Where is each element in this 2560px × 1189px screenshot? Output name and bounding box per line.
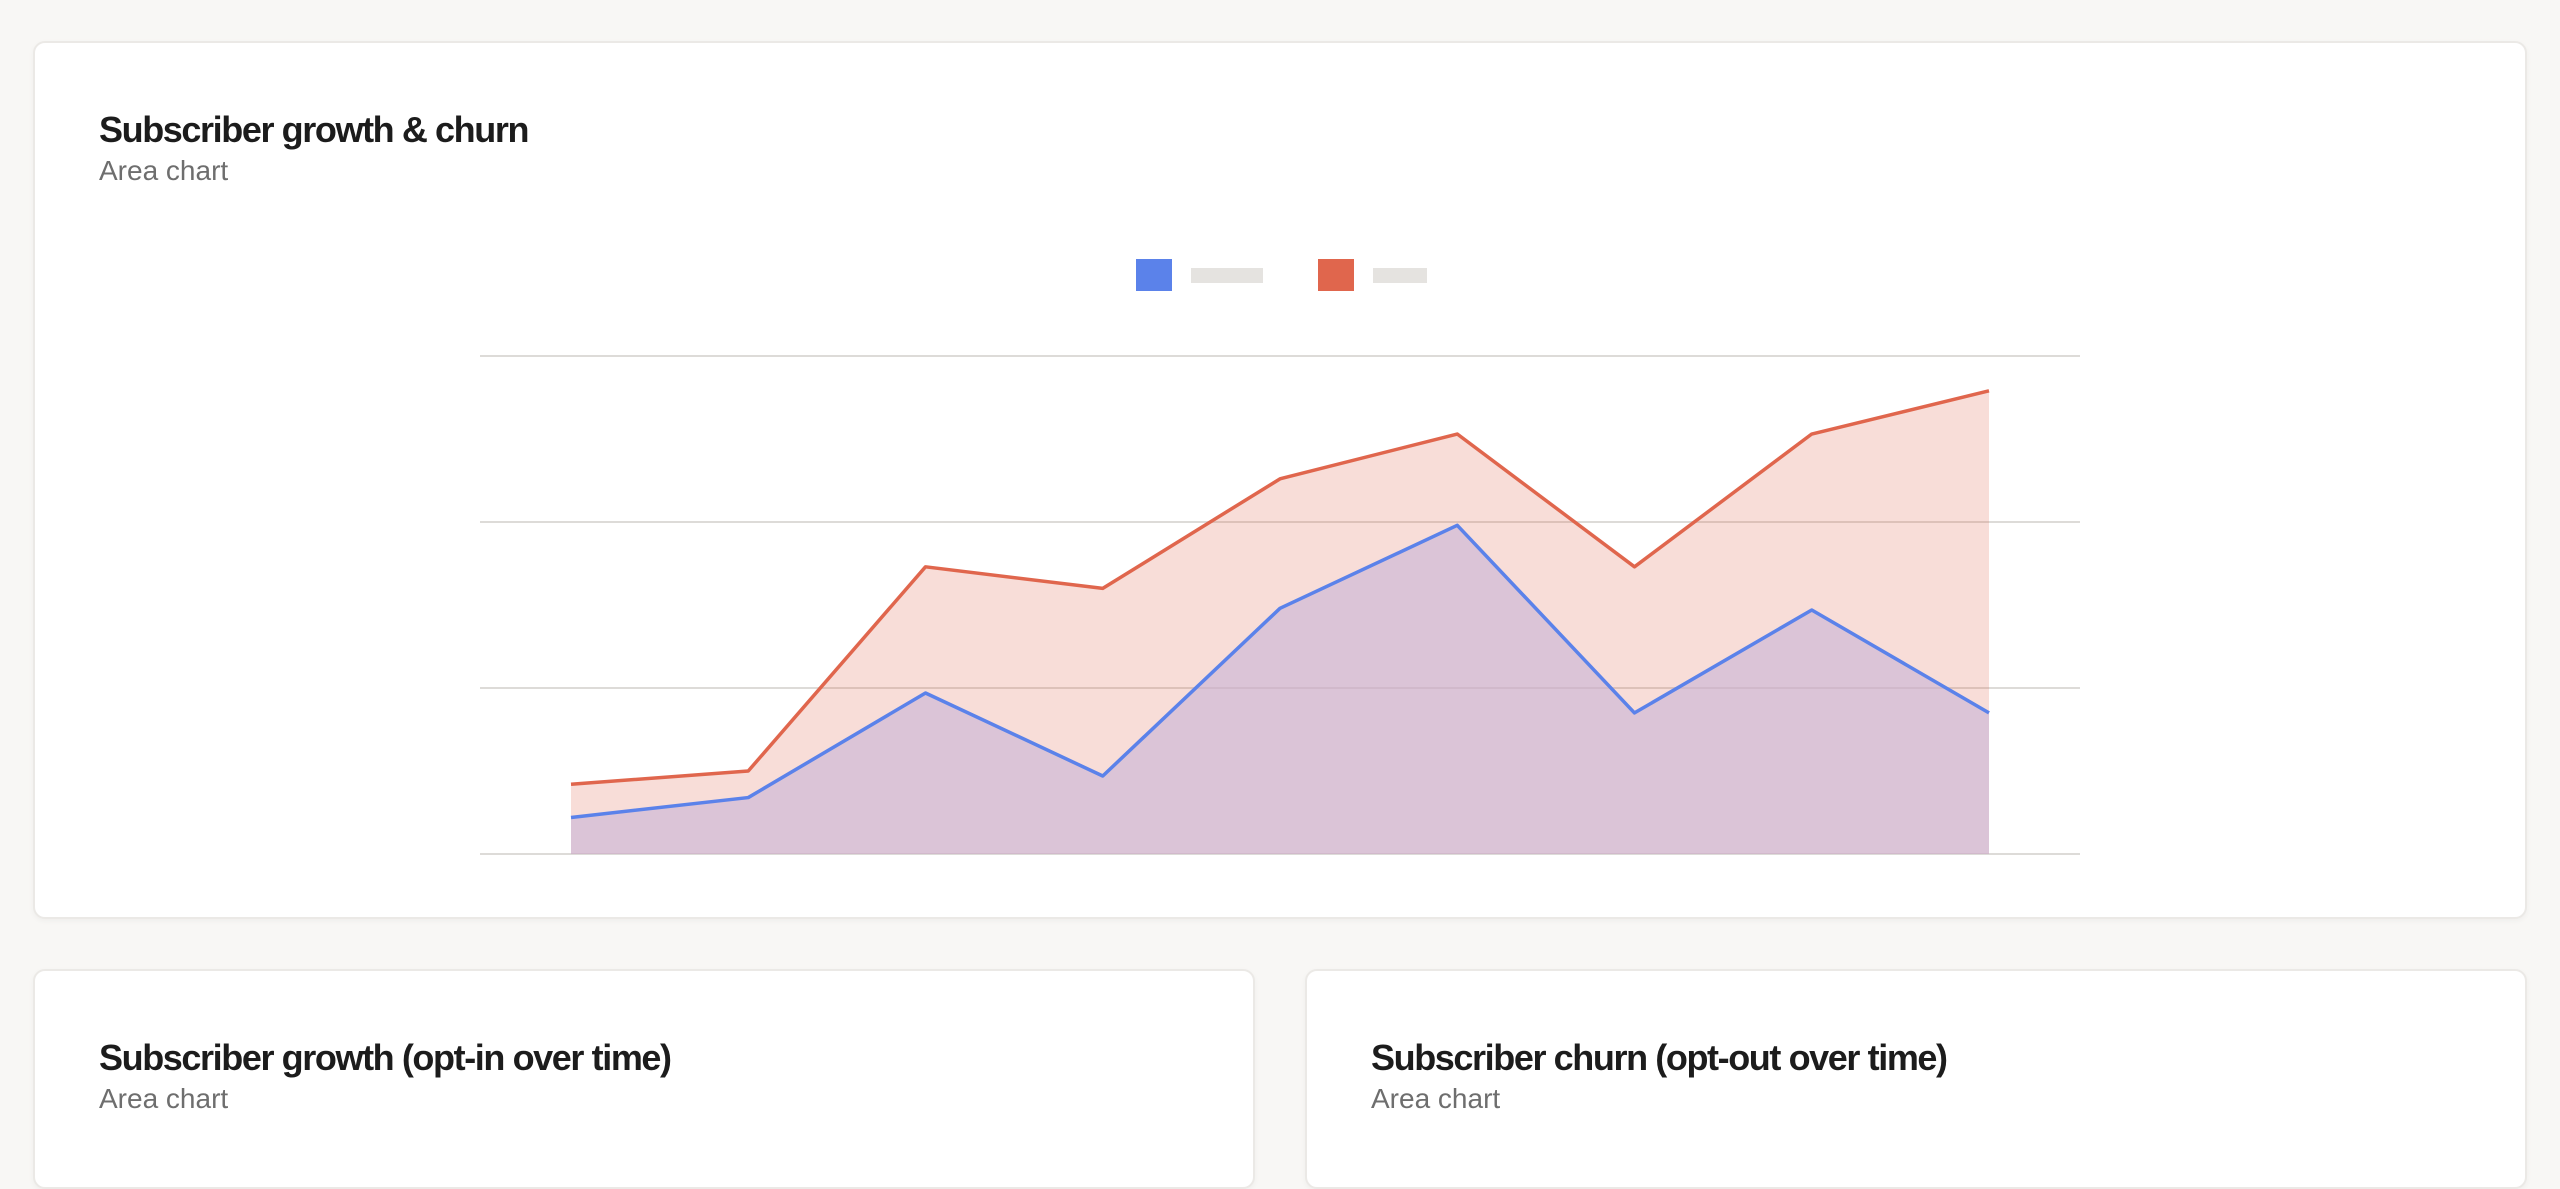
growth-area bbox=[571, 525, 1989, 854]
card-title: Subscriber churn (opt-out over time) bbox=[1371, 1037, 1948, 1078]
chart-card-growth-churn: Subscriber growth & churn Area chart bbox=[33, 41, 2527, 919]
growth-line bbox=[570, 523, 1990, 820]
area-chart bbox=[480, 259, 2080, 855]
churn-line bbox=[570, 389, 1990, 787]
card-title: Subscriber growth (opt-in over time) bbox=[99, 1037, 672, 1078]
card-subtitle: Area chart bbox=[1371, 1083, 1501, 1114]
card-title: Subscriber growth & churn bbox=[99, 109, 529, 150]
chart-card-churn: Subscriber churn (opt-out over time) Are… bbox=[1305, 969, 2527, 1189]
chart-card-growth: Subscriber growth (opt-in over time) Are… bbox=[33, 969, 1255, 1189]
legend-swatch-churn bbox=[1318, 259, 1354, 291]
card-subtitle: Area chart bbox=[99, 1083, 229, 1114]
card-subtitle: Area chart bbox=[99, 155, 229, 186]
legend-label-placeholder-churn bbox=[1373, 268, 1427, 283]
legend-label-placeholder-growth bbox=[1191, 268, 1263, 283]
legend-swatch-growth bbox=[1136, 259, 1172, 291]
